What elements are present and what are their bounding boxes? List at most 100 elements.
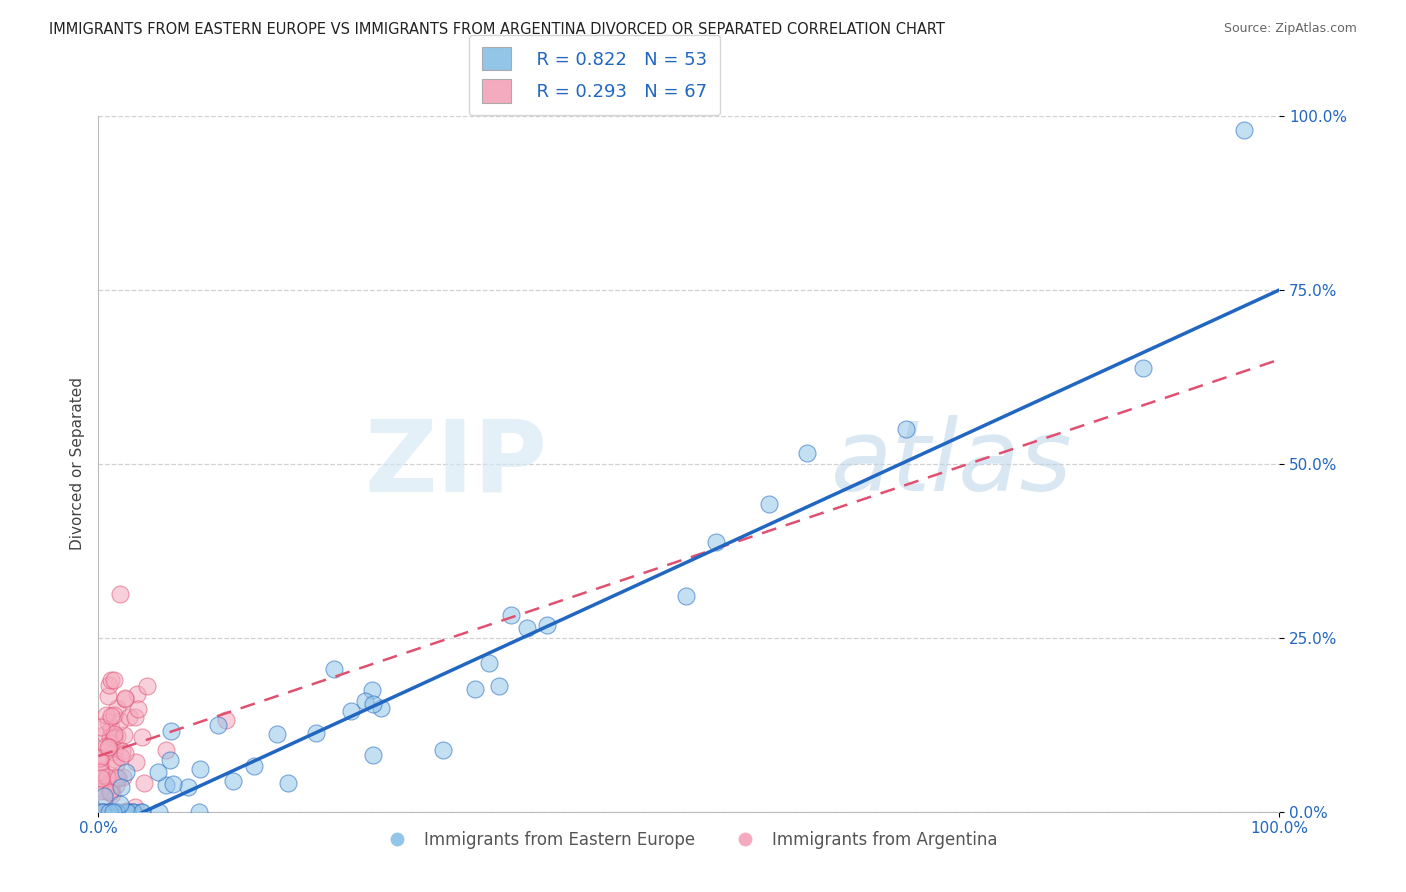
Point	[207, 718, 229, 732]
Point	[91, 781, 114, 796]
Point	[94, 708, 117, 723]
Point	[124, 709, 146, 723]
Point	[98, 805, 121, 819]
Point	[360, 683, 382, 698]
Point	[100, 708, 122, 723]
Point	[94, 805, 117, 819]
Point	[1233, 123, 1256, 137]
Point	[98, 785, 121, 799]
Point	[758, 497, 780, 511]
Point	[90, 756, 112, 770]
Text: ZIP: ZIP	[364, 416, 547, 512]
Point	[90, 764, 112, 778]
Point	[110, 586, 132, 600]
Point	[103, 745, 125, 759]
Point	[160, 724, 183, 739]
Point	[91, 805, 114, 819]
Point	[105, 805, 128, 819]
Point	[323, 662, 346, 676]
Point	[103, 752, 125, 766]
Point	[110, 749, 132, 764]
Point	[125, 756, 148, 770]
Point	[100, 781, 122, 796]
Point	[516, 621, 538, 635]
Point	[107, 772, 129, 786]
Point	[675, 589, 697, 603]
Point	[101, 788, 124, 802]
Point	[100, 673, 122, 688]
Point	[132, 775, 155, 789]
Point	[188, 762, 211, 776]
Point	[129, 805, 152, 819]
Point	[105, 701, 128, 715]
Point	[188, 805, 211, 819]
Point	[110, 714, 132, 728]
Point	[127, 702, 149, 716]
Text: IMMIGRANTS FROM EASTERN EUROPE VS IMMIGRANTS FROM ARGENTINA DIVORCED OR SEPARATE: IMMIGRANTS FROM EASTERN EUROPE VS IMMIGR…	[49, 22, 945, 37]
Point	[103, 727, 125, 741]
Point	[121, 805, 143, 819]
Point	[101, 805, 124, 819]
Point	[96, 771, 118, 785]
Point	[114, 692, 136, 706]
Point	[305, 726, 328, 740]
Point	[124, 799, 146, 814]
Point	[98, 805, 121, 819]
Point	[243, 759, 266, 773]
Y-axis label: Divorced or Separated: Divorced or Separated	[69, 377, 84, 550]
Point	[111, 744, 134, 758]
Point	[361, 747, 384, 762]
Point	[136, 679, 159, 693]
Point	[98, 730, 121, 744]
Point	[104, 770, 127, 784]
Point	[111, 805, 134, 819]
Point	[488, 679, 510, 693]
Point	[108, 797, 131, 811]
Point	[118, 710, 141, 724]
Point	[91, 805, 114, 819]
Point	[96, 739, 118, 754]
Point	[117, 805, 139, 819]
Point	[176, 780, 198, 794]
Point	[97, 740, 120, 755]
Point	[478, 656, 501, 670]
Point	[464, 681, 486, 696]
Point	[89, 751, 111, 765]
Point	[111, 770, 134, 784]
Point	[215, 713, 238, 727]
Point	[98, 805, 121, 819]
Point	[277, 776, 299, 790]
Point	[93, 789, 115, 804]
Point	[117, 804, 139, 818]
Point	[105, 729, 128, 743]
Point	[103, 731, 125, 745]
Point	[354, 693, 377, 707]
Point	[96, 805, 118, 819]
Legend: Immigrants from Eastern Europe, Immigrants from Argentina: Immigrants from Eastern Europe, Immigran…	[374, 824, 1004, 855]
Point	[114, 764, 136, 779]
Text: Source: ZipAtlas.com: Source: ZipAtlas.com	[1223, 22, 1357, 36]
Point	[97, 689, 120, 703]
Point	[104, 756, 127, 771]
Point	[112, 728, 135, 742]
Point	[103, 805, 125, 819]
Point	[148, 805, 170, 819]
Point	[222, 774, 245, 789]
Point	[266, 727, 288, 741]
Point	[340, 704, 363, 718]
Point	[98, 774, 121, 789]
Point	[94, 783, 117, 797]
Point	[159, 753, 181, 767]
Point	[370, 701, 392, 715]
Point	[110, 780, 132, 794]
Point	[363, 697, 385, 711]
Point	[122, 805, 145, 819]
Point	[90, 771, 112, 785]
Point	[536, 618, 558, 632]
Point	[104, 805, 127, 819]
Point	[155, 778, 177, 792]
Point	[90, 720, 112, 734]
Point	[89, 784, 111, 798]
Point	[103, 707, 125, 722]
Point	[432, 742, 454, 756]
